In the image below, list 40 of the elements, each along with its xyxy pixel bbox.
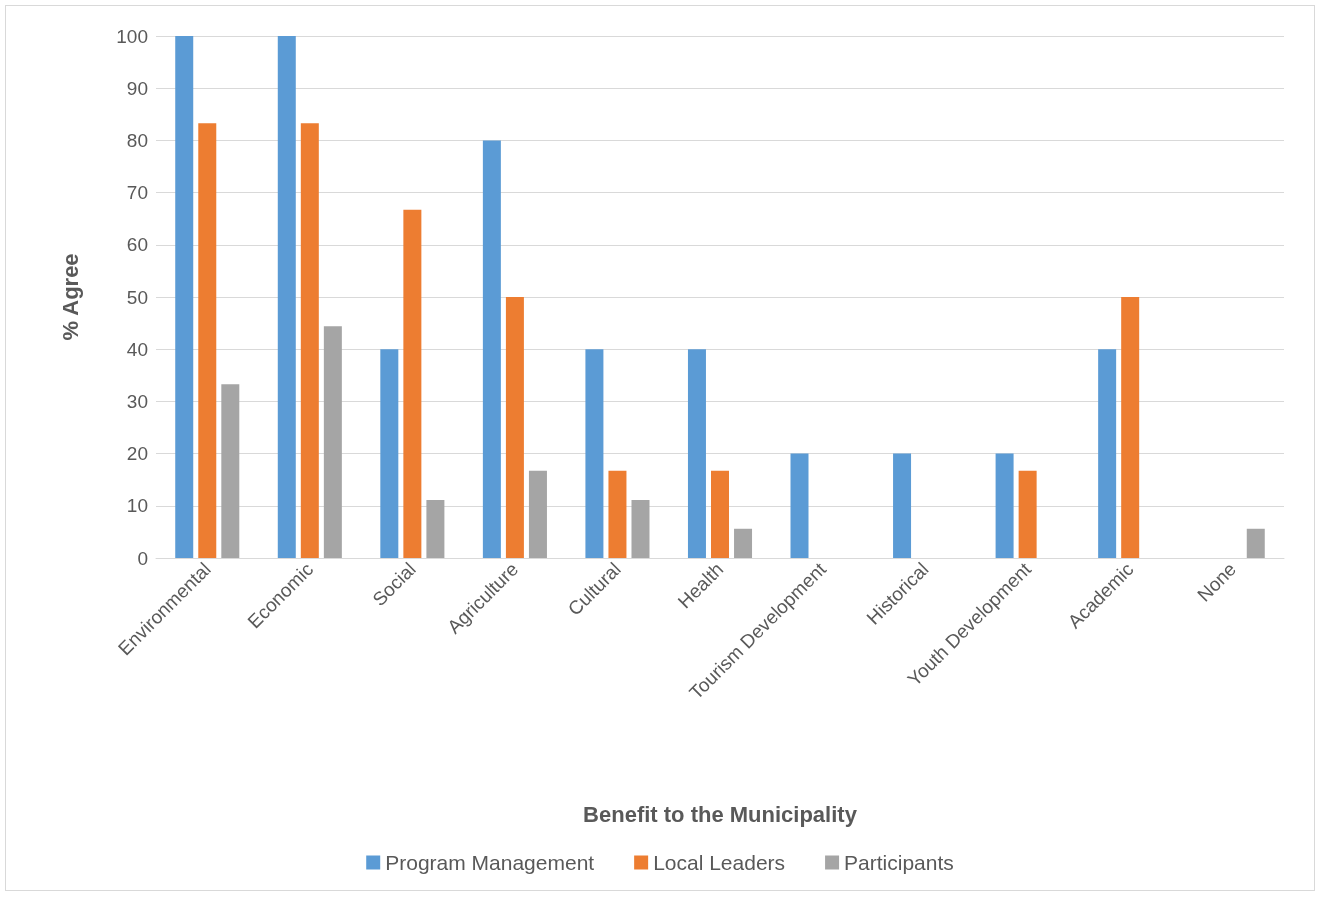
y-tick-label: 50 [126,286,148,308]
bar [482,140,501,558]
legend-label: Local Leaders [653,851,786,874]
bar [631,500,650,558]
bar [1018,470,1037,558]
bar [221,384,240,558]
bar [893,453,912,558]
bar [995,453,1014,558]
y-tick-label: 90 [126,77,148,99]
legend-label: Program Management [385,851,595,874]
y-tick-label: 100 [116,25,148,47]
y-tick-label: 60 [126,234,148,256]
bar [426,500,445,558]
bar [734,528,753,558]
y-tick-label: 40 [126,338,148,360]
bar [300,123,319,558]
bar [1121,297,1140,558]
y-tick-label: 10 [126,495,148,517]
bar [198,123,217,558]
legend-label: Participants [844,851,954,874]
y-tick-label: 80 [126,129,148,151]
bar [711,470,729,558]
y-tick-label: 70 [126,182,148,204]
bar [1098,349,1117,558]
bar [585,349,604,558]
y-axis-title: % Agree [57,253,83,341]
bar [323,326,342,558]
bar [277,36,296,558]
y-tick-label: 30 [126,390,148,412]
bar [380,349,399,558]
bar [505,297,524,558]
bar [790,453,809,558]
x-axis-title: Benefit to the Municipality [583,801,858,827]
bar [175,36,194,558]
bar [1246,528,1265,558]
y-tick-label: 20 [126,443,148,465]
bar [687,349,706,558]
bar [403,209,422,558]
bar [608,470,627,558]
bar [528,470,547,558]
